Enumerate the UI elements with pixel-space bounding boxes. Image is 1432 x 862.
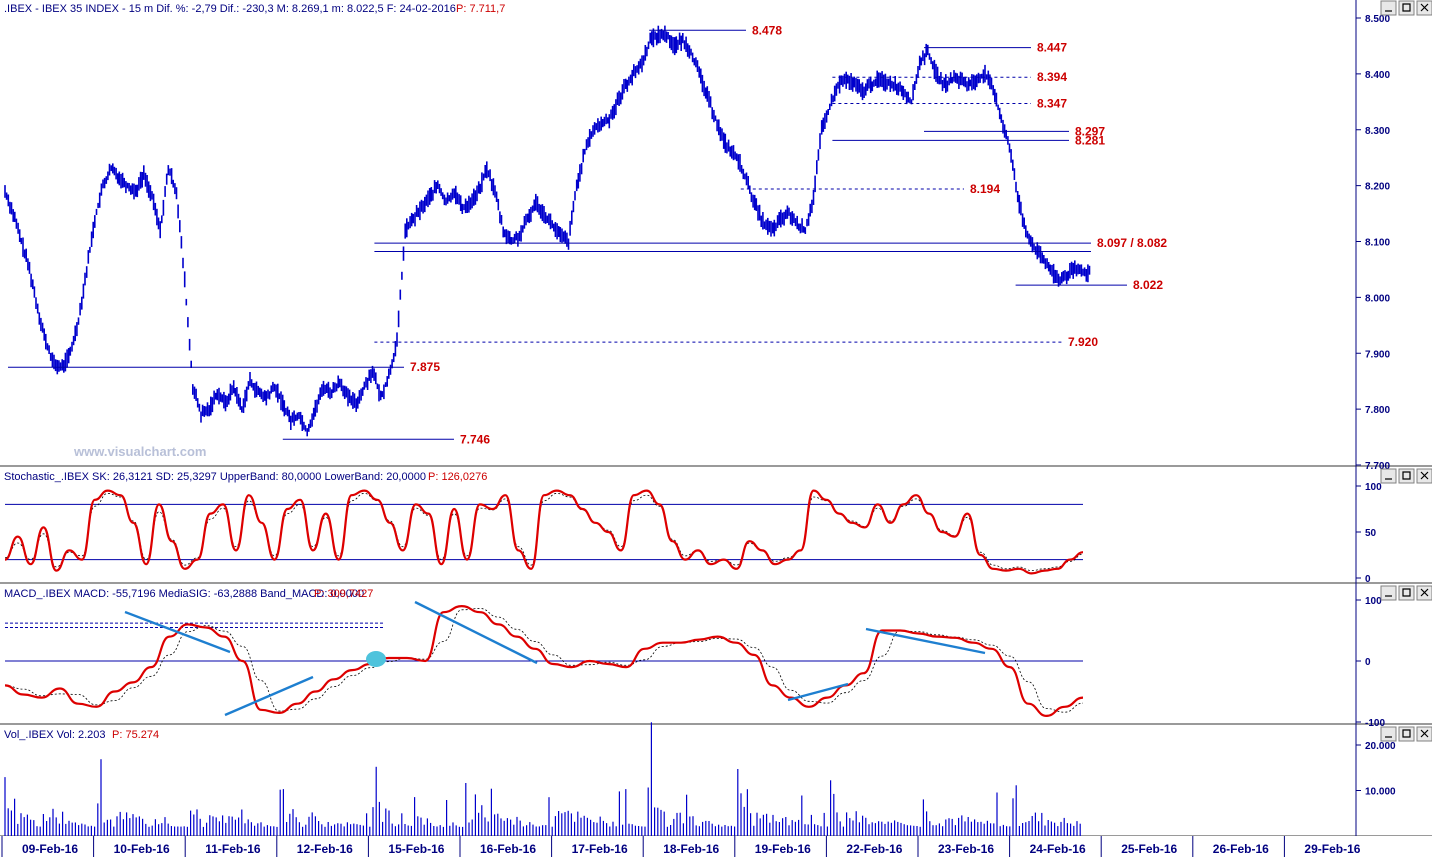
level-label: 7.875: [410, 360, 440, 374]
date-label: 25-Feb-16: [1121, 842, 1177, 856]
minimize-button[interactable]: [1380, 468, 1397, 484]
date-label: 19-Feb-16: [755, 842, 811, 856]
date-label: 12-Feb-16: [297, 842, 353, 856]
axis-tick-label: 50: [1365, 528, 1377, 539]
close-icon: [1420, 588, 1429, 597]
minimize-button[interactable]: [1380, 726, 1397, 742]
stoch-sk-line: [4, 489, 1084, 575]
minimize-button[interactable]: [1380, 0, 1397, 16]
stoch-header: Stochastic_.IBEX SK: 26,3121 SD: 25,3297…: [4, 471, 426, 483]
date-label: 11-Feb-16: [205, 842, 261, 856]
close-icon: [1420, 3, 1429, 12]
date-label: 26-Feb-16: [1213, 842, 1269, 856]
axis-tick-label: 0: [1365, 657, 1371, 668]
macd-crossover-highlight: [366, 651, 386, 667]
volume-pane: [4, 722, 1081, 836]
stochastic-pane: [4, 489, 1084, 575]
date-axis: 09-Feb-16 10-Feb-16 11-Feb-16 12-Feb-16 15-F…: [1, 836, 1361, 857]
restore-icon: [1402, 588, 1411, 597]
level-label: 8.394: [1037, 70, 1067, 84]
axis-tick-label: 100: [1365, 596, 1382, 607]
date-label: 22-Feb-16: [846, 842, 902, 856]
macd-header: MACD_.IBEX MACD: -55,7196 MediaSIG: -63,…: [4, 588, 364, 600]
date-label: 18-Feb-16: [663, 842, 719, 856]
watermark: www.visualchart.com: [73, 444, 206, 459]
level-label: 8.194: [970, 182, 1000, 196]
axis-tick-label: 8.500: [1365, 14, 1390, 25]
price-header: .IBEX - IBEX 35 INDEX - 15 m Dif. %: -2,…: [4, 3, 456, 15]
date-strip: [0, 836, 1432, 857]
axis-tick-label: 10.000: [1365, 787, 1396, 798]
axis-tick-label: 20.000: [1365, 741, 1396, 752]
restore-button[interactable]: [1398, 468, 1415, 484]
macd-trend-line: [865, 627, 986, 655]
axis-tick-label: 100: [1365, 482, 1382, 493]
axis-tick-label: 8.400: [1365, 70, 1390, 81]
level-label: 8.281: [1075, 133, 1105, 147]
axis-tick-label: 7.700: [1365, 461, 1390, 472]
date-label: 15-Feb-16: [388, 842, 444, 856]
level-label: 8.347: [1037, 96, 1067, 110]
close-icon: [1420, 729, 1429, 738]
axis-tick-label: 8.300: [1365, 126, 1390, 137]
macd-trend-line: [224, 675, 314, 717]
right-axis: 8.500 8.400 8.300 8.200 8.100 8.000 7.900 7.800…: [1356, 14, 1396, 798]
date-label: 16-Feb-16: [480, 842, 536, 856]
macd-line: [4, 604, 1084, 718]
macd-header-last: P: 309,7427: [314, 588, 373, 600]
level-label: 7.920: [1068, 335, 1098, 349]
level-label: 8.478: [752, 23, 782, 37]
pane-header-strip: [0, 583, 1356, 601]
restore-button[interactable]: [1398, 585, 1415, 601]
pane-header-strip: [0, 724, 1356, 742]
axis-tick-label: 7.900: [1365, 349, 1390, 360]
date-label: 10-Feb-16: [114, 842, 170, 856]
pane-header-strip: [0, 0, 1356, 18]
date-label: 17-Feb-16: [572, 842, 628, 856]
date-label: 29-Feb-16: [1304, 842, 1360, 856]
macd-trend-line: [414, 600, 538, 665]
restore-icon: [1402, 729, 1411, 738]
restore-button[interactable]: [1398, 726, 1415, 742]
minimize-button[interactable]: [1380, 585, 1397, 601]
pane-header-strip: [0, 466, 1356, 486]
restore-icon: [1402, 471, 1411, 480]
axis-tick-label: 7.800: [1365, 405, 1390, 416]
level-label: 8.297: [1075, 124, 1105, 138]
pane-buttons[interactable]: [1380, 0, 1432, 742]
level-label: 8.022: [1133, 278, 1163, 292]
close-icon: [1420, 471, 1429, 480]
price-header-last: P: 7.711,7: [456, 3, 505, 15]
axis-tick-label: 8.100: [1365, 238, 1390, 249]
vol-header-last: P: 75.274: [112, 729, 159, 741]
level-label: 7.746: [460, 432, 490, 446]
vol-header: Vol_.IBEX Vol: 2.203: [4, 729, 106, 741]
axis-tick-label: -100: [1365, 718, 1385, 729]
axis-tick-label: 0: [1365, 574, 1371, 585]
axis-tick-label: 8.000: [1365, 293, 1390, 304]
date-label: 24-Feb-16: [1030, 842, 1086, 856]
restore-button[interactable]: [1398, 0, 1415, 16]
stoch-sd-line: [4, 492, 1084, 572]
macd-trend-line: [124, 610, 231, 654]
level-label: 8.447: [1037, 41, 1067, 55]
date-label: 23-Feb-16: [938, 842, 994, 856]
restore-icon: [1402, 3, 1411, 12]
level-label: 8.097 / 8.082: [1097, 236, 1167, 250]
axis-tick-label: 8.200: [1365, 182, 1390, 193]
stoch-header-last: P: 126,0276: [428, 471, 487, 483]
date-label: 09-Feb-16: [22, 842, 78, 856]
macd-trend-line: [787, 682, 849, 702]
macd-pane: [4, 600, 1084, 718]
